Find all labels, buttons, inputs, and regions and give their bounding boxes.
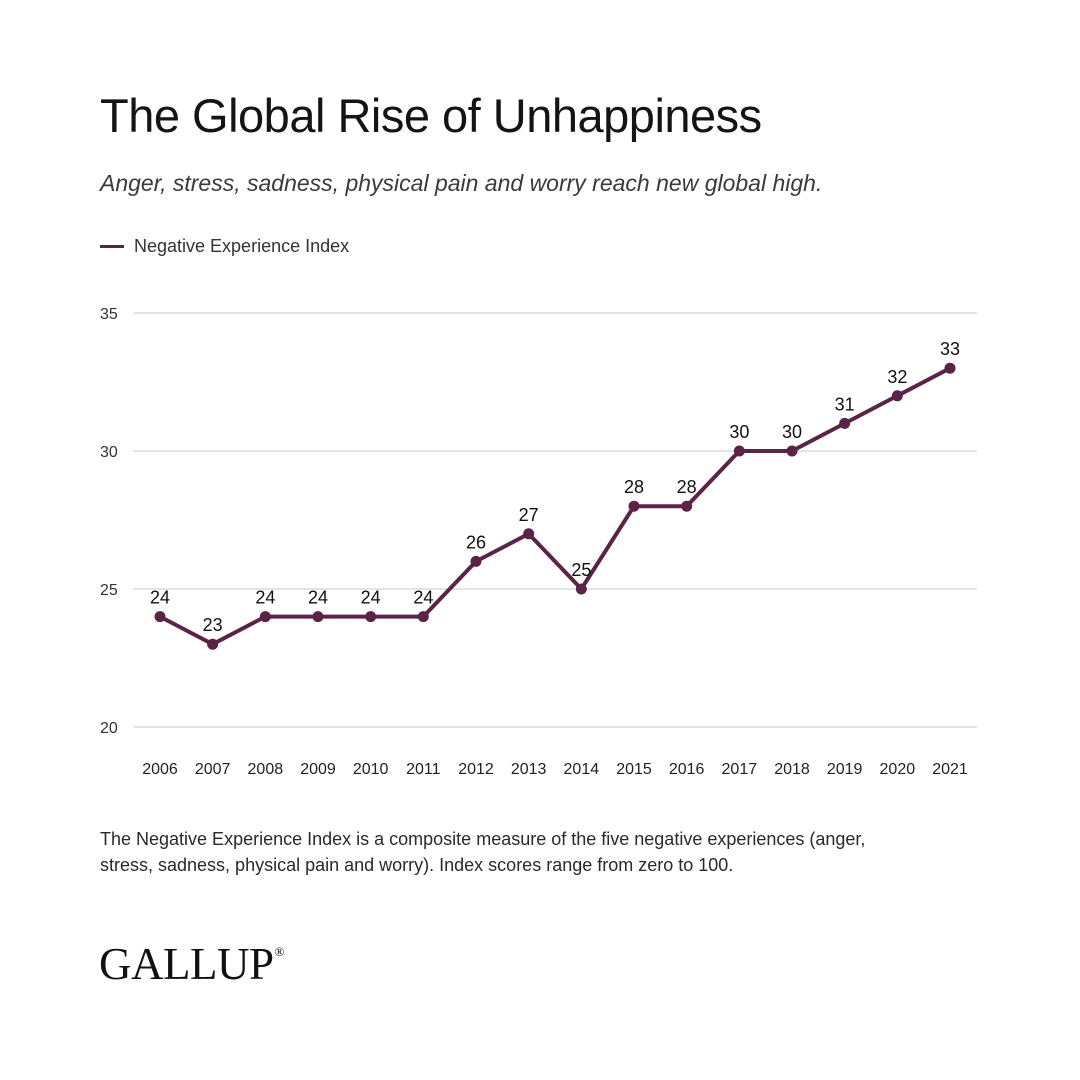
x-tick-label-2008: 2008 <box>248 761 284 778</box>
legend-label: Negative Experience Index <box>134 236 350 256</box>
chart-subtitle: Anger, stress, sadness, physical pain an… <box>100 170 823 196</box>
registered-mark: ® <box>274 944 285 959</box>
x-tick-label-2014: 2014 <box>564 761 600 778</box>
x-tick-label-2010: 2010 <box>353 761 389 778</box>
data-point-2021 <box>944 362 956 374</box>
grid-lines <box>133 312 977 728</box>
data-point-2007 <box>207 638 219 650</box>
data-label-2020: 32 <box>887 367 907 387</box>
data-label-2006: 24 <box>150 588 170 608</box>
data-point-2016 <box>681 500 693 512</box>
footnote: The Negative Experience Index is a compo… <box>100 829 866 875</box>
x-tick-label-2012: 2012 <box>458 761 494 778</box>
chart-title: The Global Rise of Unhappiness <box>100 89 762 142</box>
data-label-2013: 27 <box>519 505 539 525</box>
data-label-2019: 31 <box>835 394 855 414</box>
legend-swatch-line-icon <box>100 245 124 248</box>
data-label-2011: 24 <box>413 588 433 608</box>
legend: Negative Experience Index <box>100 236 349 257</box>
x-tick-label-2016: 2016 <box>669 761 705 778</box>
y-tick-label-30: 30 <box>100 444 118 461</box>
x-tick-label-2017: 2017 <box>722 761 758 778</box>
data-label-2016: 28 <box>677 477 697 497</box>
data-point-2013 <box>523 528 535 540</box>
data-point-2017 <box>733 445 745 457</box>
logo-text: GALLUP <box>99 939 274 989</box>
data-point-2008 <box>259 611 271 623</box>
series-line <box>158 366 952 647</box>
data-label-2010: 24 <box>361 588 381 608</box>
data-point-2006 <box>154 611 166 623</box>
gallup-logo: GALLUP® <box>99 938 284 990</box>
data-label-2009: 24 <box>308 588 328 608</box>
x-tick-label-2021: 2021 <box>932 761 968 778</box>
data-label-2007: 23 <box>203 615 223 635</box>
data-point-2020 <box>891 390 903 402</box>
x-axis: 2006 2007 2008 2009 2010 2011 2012 2013 2014 2015… <box>142 761 968 778</box>
data-point-2018 <box>786 445 798 457</box>
data-point-2019 <box>839 417 851 429</box>
x-tick-label-2009: 2009 <box>300 761 336 778</box>
data-label-2015: 28 <box>624 477 644 497</box>
y-axis: 20 25 30 35 <box>100 306 118 737</box>
data-labels: 24 23 24 24 24 24 26 27 25 28 28 30 30 31 32 33 <box>150 339 960 635</box>
data-point-2015 <box>628 500 640 512</box>
x-tick-label-2019: 2019 <box>827 761 863 778</box>
x-tick-label-2007: 2007 <box>195 761 231 778</box>
data-point-2010 <box>365 611 377 623</box>
y-tick-label-25: 25 <box>100 582 118 599</box>
x-tick-label-2015: 2015 <box>616 761 652 778</box>
data-point-2014 <box>575 583 587 595</box>
data-label-2017: 30 <box>729 422 749 442</box>
line-chart: 20 25 30 35 2006 2007 2008 2009 2010 2011 2012 201… <box>100 306 977 778</box>
series-negative-experience-index <box>154 362 956 650</box>
data-point-2009 <box>312 611 324 623</box>
y-tick-label-20: 20 <box>100 720 118 737</box>
data-label-2018: 30 <box>782 422 802 442</box>
x-tick-label-2006: 2006 <box>142 761 178 778</box>
data-label-2012: 26 <box>466 532 486 552</box>
y-tick-label-35: 35 <box>100 306 118 323</box>
x-tick-label-2020: 2020 <box>880 761 916 778</box>
data-label-2008: 24 <box>255 588 275 608</box>
x-tick-label-2018: 2018 <box>774 761 810 778</box>
data-point-2011 <box>417 611 429 623</box>
data-label-2021: 33 <box>940 339 960 359</box>
data-point-2012 <box>470 555 482 567</box>
data-label-2014: 25 <box>571 560 591 580</box>
x-tick-label-2013: 2013 <box>511 761 547 778</box>
x-tick-label-2011: 2011 <box>406 761 441 778</box>
